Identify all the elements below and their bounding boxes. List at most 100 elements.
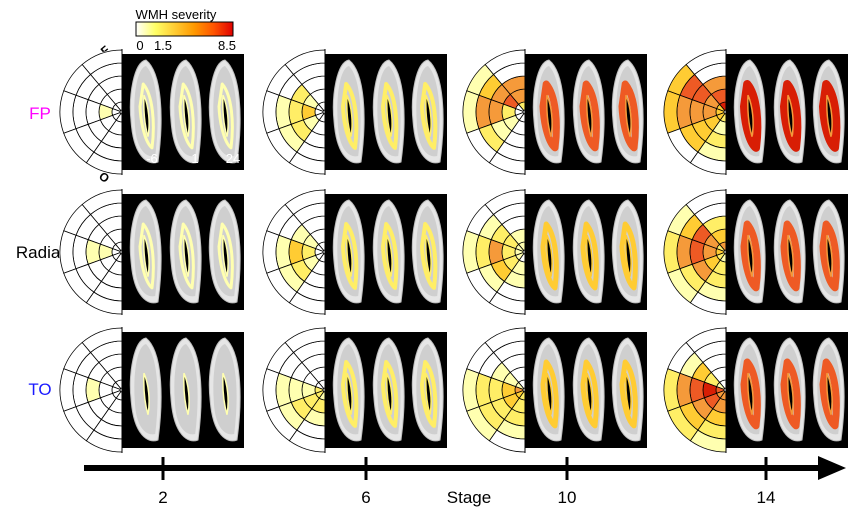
severity-legend: WMH severity 0 1.5 8.5	[135, 7, 236, 53]
slice-mid-r2-c2-ventricle	[586, 372, 593, 415]
slice-axial-r1-c3	[733, 199, 766, 304]
panel-r1-c3	[726, 194, 848, 310]
slice-mid-r2-c0-ventricle	[183, 372, 190, 415]
legend-tick-0: 0	[136, 38, 143, 53]
panel-r0-c1	[325, 54, 447, 170]
legend-tick-8.5: 8.5	[218, 38, 236, 53]
bullseye-sector-r0-c1-s2-d3	[275, 94, 292, 130]
slice-upper-r1-c3-ventricle	[826, 234, 833, 277]
slice-upper-r0-c1-lesion	[420, 82, 438, 150]
bullseye-sector-r0-c0-s2-d3	[72, 94, 89, 130]
slice-axial-r2-c0	[129, 337, 162, 442]
slice-upper-r2-c2-lesion	[619, 359, 638, 429]
panel-r0-c2	[525, 54, 647, 170]
slice-mid-r1-c1	[372, 199, 405, 304]
slice-upper-r0-c2	[611, 59, 644, 164]
slice-axial-r0-c0-lesion	[138, 82, 155, 150]
slice-axial-r2-c3-ventricle	[747, 372, 754, 415]
slice-axial-r1-c2-lesion	[540, 221, 559, 291]
slice-axial-r0-c2-lesion	[539, 80, 560, 152]
slice-mid-r2-c0	[169, 337, 202, 442]
bullseye-sector-r2-c2-s2-d3	[475, 372, 492, 408]
slice-upper-r2-c3-ventricle	[826, 372, 833, 415]
slice-upper-r2-c0	[208, 337, 241, 442]
slice-axial-r0-c1-lesion	[341, 82, 359, 150]
bullseye-sector-r0-c2-s2-d3	[475, 94, 492, 130]
bullseye-r2-c2	[462, 327, 526, 453]
slice-mid-r0-c0	[169, 59, 202, 164]
slice-upper-r2-c1-ventricle	[425, 372, 432, 415]
slice-mid-r2-c1-lesion	[381, 360, 399, 428]
slice-axial-r1-c1	[332, 199, 365, 304]
stage-panels	[59, 49, 848, 453]
slice-axial-r2-c3-lesion	[740, 358, 761, 430]
slice-upper-r1-c1	[411, 199, 444, 304]
slice-upper-r2-c3-lesion	[819, 358, 840, 430]
bullseye-r2-c3	[663, 327, 727, 453]
slice-upper-r0-c0	[208, 59, 241, 164]
stage-tick-label-10: 10	[558, 488, 577, 507]
slice-upper-r1-c3	[812, 199, 845, 304]
bullseye-sector-r2-c1-s2-d3	[275, 372, 292, 408]
slice-mid-r2-c2	[572, 337, 605, 442]
panel-r0-c0	[122, 54, 244, 170]
stage-axis-arrowhead	[818, 456, 846, 480]
slice-mid-r2-c1	[372, 337, 405, 442]
bullseye-r0-c0	[59, 49, 123, 175]
panel-r2-c3	[726, 332, 848, 448]
slice-mid-r0-c2-ventricle	[586, 94, 593, 137]
bullseye-r0-c3	[663, 49, 727, 175]
slice-labels: -6 1 24	[146, 151, 240, 166]
slice-upper-r2-c3	[812, 337, 845, 442]
slice-axial-r1-c3-lesion	[740, 220, 761, 292]
slice-label-24: 24	[226, 151, 240, 166]
bullseye-sector-r1-c3-s2-d3	[676, 234, 693, 270]
slice-axial-r0-c3-ventricle	[747, 94, 754, 137]
slice-mid-r0-c1	[372, 59, 405, 164]
slice-upper-r0-c0-ventricle	[222, 94, 229, 137]
bullseye-sector-r2-c0-s2-d3	[72, 372, 89, 408]
stage-tick-label-14: 14	[757, 488, 776, 507]
slice-mid-r1-c3-ventricle	[787, 234, 794, 277]
panel-r0-c3	[726, 54, 848, 170]
slice-upper-r1-c0-lesion	[217, 222, 234, 290]
slice-upper-r0-c3-ventricle	[826, 94, 833, 137]
slice-axial-r2-c1	[332, 337, 365, 442]
slice-mid-r1-c1-lesion	[381, 222, 399, 290]
stage-axis: 2 6 10 14 Stage	[84, 456, 846, 507]
slice-axial-r2-c2	[532, 337, 565, 442]
slice-axial-r0-c1	[332, 59, 365, 164]
slice-axial-r2-c3	[733, 337, 766, 442]
bullseye-r1-c2	[462, 189, 526, 315]
bullseye-r1-c0	[59, 189, 123, 315]
slice-axial-r0-c3	[733, 59, 766, 164]
slice-axial-r0-c1-ventricle	[346, 94, 353, 137]
slice-mid-r0-c2-lesion	[579, 80, 600, 152]
row-labels: FP Radial TO	[16, 104, 64, 399]
slice-upper-r1-c1-ventricle	[425, 234, 432, 277]
slice-axial-r1-c1-lesion	[341, 222, 359, 290]
panel-r1-c2	[525, 194, 647, 310]
slice-axial-r2-c1-ventricle	[346, 372, 353, 415]
slice-mid-r2-c3	[773, 337, 806, 442]
slice-upper-r0-c0-lesion	[217, 82, 234, 150]
slice-upper-r1-c0	[208, 199, 241, 304]
slice-upper-r0-c2-ventricle	[625, 94, 632, 137]
panel-r1-c1	[325, 194, 447, 310]
panel-r1-c0	[122, 194, 244, 310]
slice-mid-r0-c1-lesion	[381, 82, 399, 150]
slice-upper-r1-c0-ventricle	[222, 234, 229, 277]
slice-axial-r1-c0-ventricle	[143, 234, 150, 277]
slice-upper-r1-c1-lesion	[420, 222, 438, 290]
slice-upper-r0-c2-lesion	[618, 80, 639, 152]
row-label-fp: FP	[29, 104, 51, 123]
slice-upper-r1-c2-lesion	[619, 221, 638, 291]
slice-mid-r0-c2	[572, 59, 605, 164]
slice-axial-r1-c0-lesion	[138, 222, 155, 290]
bullseye-r0-c2	[462, 49, 526, 175]
stage-tick-label-6: 6	[361, 488, 370, 507]
bullseye-sector-r0-c3-s2-d3	[676, 94, 693, 130]
slice-axial-r2-c1-lesion	[341, 360, 359, 428]
slice-label-minus6: -6	[146, 151, 158, 166]
